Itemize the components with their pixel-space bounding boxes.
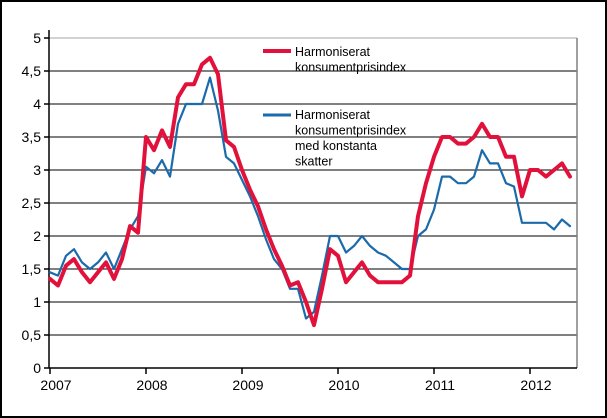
x-tick-label: 2009 bbox=[232, 377, 263, 393]
x-tick-label: 2010 bbox=[328, 377, 359, 393]
legend-label-line: med konstanta bbox=[295, 139, 377, 153]
legend-label-line: konsumentprisindex bbox=[295, 124, 407, 138]
y-tick-label: 0,5 bbox=[22, 327, 42, 343]
x-tick-label: 2011 bbox=[425, 377, 455, 393]
y-tick-label: 1 bbox=[33, 294, 41, 310]
legend-label-line: konsumentprisindex bbox=[295, 61, 407, 75]
y-tick-label: 3,5 bbox=[22, 129, 42, 145]
legend-label-line: Harmoniserat bbox=[295, 108, 371, 122]
y-tick-label: 4,5 bbox=[22, 63, 42, 79]
series-line-hicp bbox=[48, 55, 572, 328]
y-tick-label: 5 bbox=[33, 30, 41, 46]
x-tick-label: 2008 bbox=[136, 377, 167, 393]
y-tick-label: 0 bbox=[33, 360, 41, 376]
y-tick-label: 1,5 bbox=[22, 261, 42, 277]
y-tick-label: 4 bbox=[33, 96, 41, 112]
x-tick-label: 2007 bbox=[40, 377, 71, 393]
y-tick-label: 3 bbox=[33, 162, 41, 178]
legend-label-line: skatter bbox=[295, 155, 333, 169]
x-tick-label: 2012 bbox=[520, 377, 551, 393]
y-tick-label: 2 bbox=[33, 228, 41, 244]
y-tick-label: 2,5 bbox=[22, 195, 42, 211]
legend-label-line: Harmoniserat bbox=[295, 45, 371, 59]
